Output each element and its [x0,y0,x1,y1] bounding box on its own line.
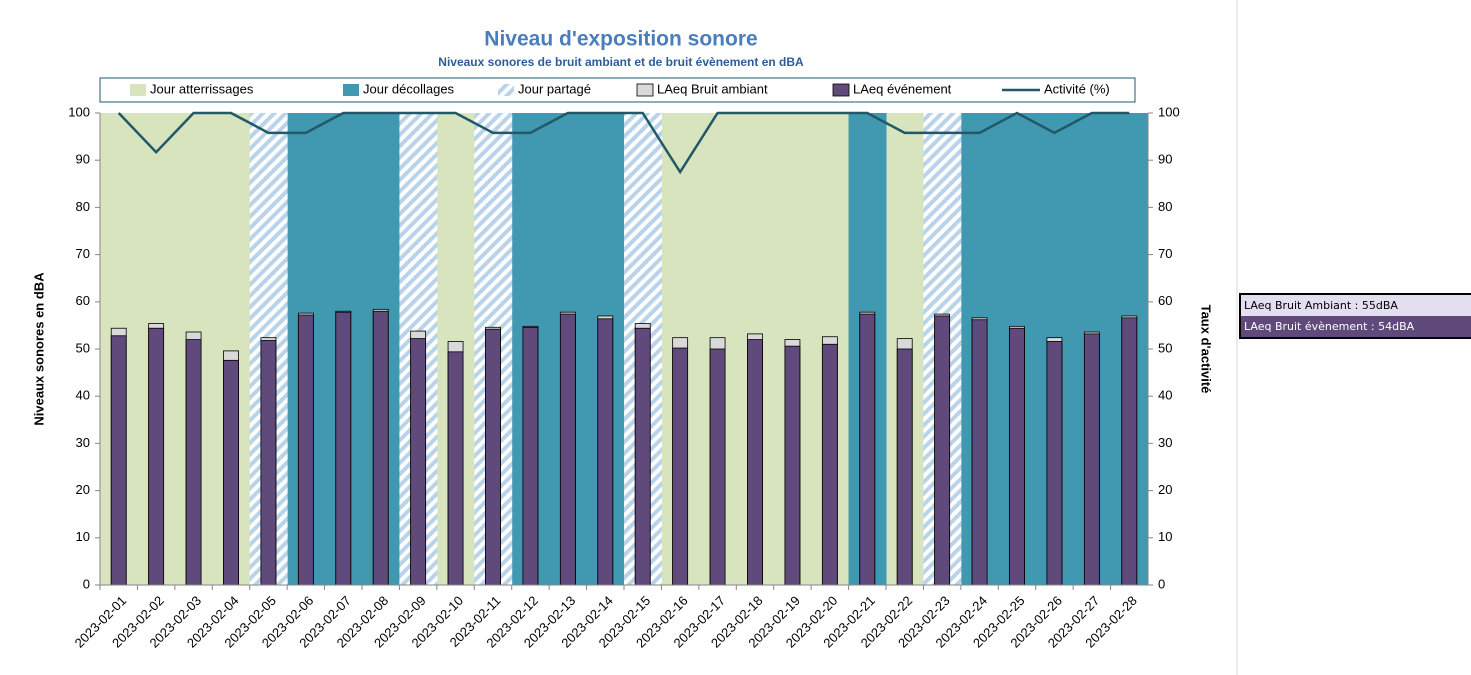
summary-event: LAeq Bruit évènement : 54dBA [1241,316,1471,337]
y2-tick-label: 90 [1158,152,1172,167]
bar [1009,327,1025,586]
legend-box [99,77,1136,103]
legend-label: Jour partagé [518,81,591,96]
y2-tick-label: 70 [1158,246,1172,261]
bar [1046,341,1063,586]
legend-swatch [343,84,359,96]
legend-label: Jour décollages [363,81,455,96]
y-tick-label: 20 [76,482,90,497]
y-tick-label: 60 [76,293,90,308]
y2-tick-label: 0 [1158,576,1165,591]
y-tick-label: 30 [76,435,90,450]
bar [672,347,689,586]
bar [335,311,352,586]
legend-label: Jour atterrissages [150,81,254,96]
legend-swatch [832,83,850,97]
y-tick-label: 100 [68,104,90,119]
activity-line [117,111,1130,175]
legend-label: LAeq Bruit ambiant [657,81,768,96]
bar [896,348,913,586]
bar [522,326,539,586]
chart-title: Niveau d'exposition sonore [484,28,757,51]
legend-swatch [498,84,514,96]
bar [559,313,576,586]
bar [223,359,239,586]
y-tick-label: 50 [76,340,90,355]
y-tick-label: 0 [83,576,90,591]
y-axis-label: Niveaux sonores en dBA [31,272,46,426]
bar [747,339,763,586]
summary-box: LAeq Bruit Ambiant : 55dBA LAeq Bruit év… [1239,293,1471,339]
y-tick-label: 10 [76,529,90,544]
bar [709,348,726,586]
bar [148,327,165,586]
y-tick-label: 80 [76,199,90,214]
bar [447,351,464,586]
legend-swatch [636,83,654,97]
y2-tick-label: 100 [1158,104,1180,119]
y2-tick-label: 30 [1158,435,1172,450]
y2-tick-label: 80 [1158,199,1172,214]
bar [1083,333,1100,586]
bar [260,340,277,586]
bar [110,335,127,586]
bar [410,338,427,586]
y-tick-label: 90 [76,152,90,167]
legend-label: Activité (%) [1044,81,1110,96]
bar [372,310,389,586]
summary-ambient: LAeq Bruit Ambiant : 55dBA [1241,295,1471,316]
y2-tick-label: 60 [1158,293,1172,308]
bar [859,313,876,586]
y-tick-label: 70 [76,246,90,261]
legend-swatch [130,84,146,96]
y2-tick-label: 20 [1158,482,1172,497]
bar [634,327,651,586]
y-tick-label: 40 [76,388,90,403]
y2-tick-label: 10 [1158,529,1172,544]
bar [971,319,988,586]
legend-label: LAeq événement [853,81,952,96]
bar [485,328,501,586]
y2-axis-label: Taux d'activité [1199,305,1214,394]
chart-subtitle: Niveaux sonores de bruit ambiant et de b… [438,55,804,69]
bar [597,318,614,586]
bar [784,345,801,586]
bar [934,315,951,586]
y2-tick-label: 50 [1158,340,1172,355]
bar [821,343,838,586]
bar [185,339,202,586]
y2-tick-label: 40 [1158,388,1172,403]
bar [1121,317,1138,586]
bar [297,314,314,586]
